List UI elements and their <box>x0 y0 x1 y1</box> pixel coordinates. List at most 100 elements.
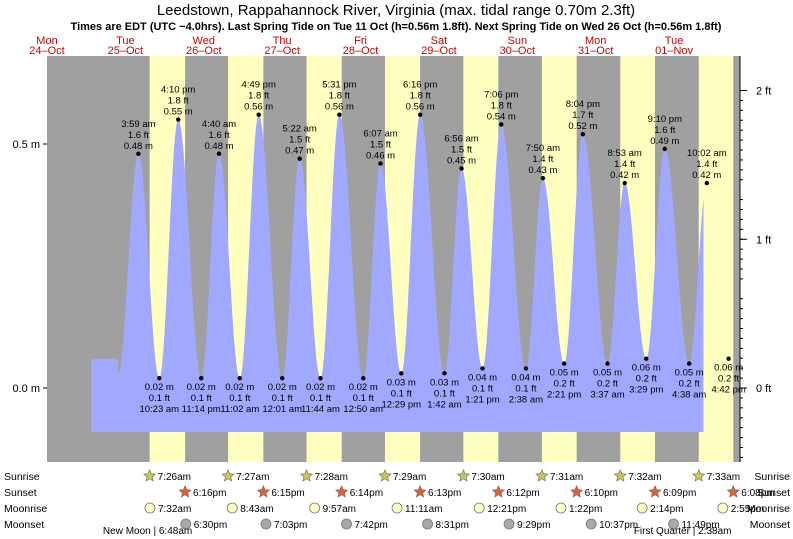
high-tide-point <box>378 161 383 166</box>
tide-area <box>91 114 704 432</box>
tide-height-ft: 1.5 ft <box>451 144 472 155</box>
moonset-icon <box>668 518 679 530</box>
tide-time: 5:22 am <box>283 124 317 135</box>
tide-height-m: 0.48 m <box>124 141 153 152</box>
tide-height-m: 0.05 m <box>593 368 622 379</box>
right-tick-label: 2 ft <box>756 86 771 98</box>
low-tide-point <box>726 356 731 361</box>
tide-height-m: 0.06 m <box>632 363 661 374</box>
moonrise-icon <box>309 502 321 514</box>
sunrise-time: 7:32am <box>628 472 661 483</box>
right-tick-label: 1 ft <box>756 234 771 246</box>
tide-height-ft: 0.2 ft <box>718 374 739 385</box>
low-tide-point <box>318 376 323 381</box>
sunrise-time: 7:29am <box>393 472 426 483</box>
high-tide-point <box>459 166 464 171</box>
day-name: Tue <box>665 35 684 47</box>
tide-height-ft: 1.6 ft <box>208 130 229 141</box>
tide-time: 8:04 pm <box>566 99 600 110</box>
tide-height-m: 0.02 m <box>145 382 174 393</box>
moonrise-icon <box>391 502 403 514</box>
tide-height-ft: 0.2 ft <box>554 379 575 390</box>
tide-time: 6:07 am <box>363 129 397 140</box>
moonrise-time: 9:57am <box>323 504 356 515</box>
tide-height-m: 0.49 m <box>650 136 679 147</box>
day-date: 30–Oct <box>500 45 535 57</box>
sunrise-time: 7:28am <box>315 472 348 483</box>
tide-height-ft: 1.8 ft <box>329 91 350 102</box>
moonset-icon <box>503 518 515 530</box>
chart-title: Leedstown, Rappahannock River, Virginia … <box>157 2 635 19</box>
high-tide-point <box>175 117 181 122</box>
low-tide-point <box>561 361 567 366</box>
moonrise-icon <box>226 502 238 514</box>
moonrise-time: 2:55pm <box>731 504 764 515</box>
moonset-time: 6:30pm <box>194 520 227 531</box>
tide-height-ft: 0.1 ft <box>391 388 412 399</box>
day-name: Sat <box>431 35 448 47</box>
tide-height-ft: 0.1 ft <box>434 388 455 399</box>
sunset-time: 6:13pm <box>428 488 461 499</box>
tide-height-m: 0.06 m <box>714 363 743 374</box>
row-label-right: Sunrise <box>754 471 790 483</box>
row-label-left: Sunrise <box>4 471 40 483</box>
tide-height-m: 0.56 m <box>244 102 273 113</box>
tide-height-m: 0.47 m <box>285 146 314 157</box>
moonrise-icon <box>717 502 729 514</box>
tide-height-m: 0.03 m <box>430 377 459 388</box>
low-tide-point <box>361 376 366 381</box>
tide-time: 12:50 am <box>343 404 383 415</box>
row-label-right: Moonrise <box>747 503 790 515</box>
tide-time: 4:42 pm <box>711 385 745 396</box>
tide-height-ft: 0.1 ft <box>353 393 374 404</box>
tide-height-m: 0.48 m <box>204 141 233 152</box>
moonrise-time: 12:21pm <box>487 504 526 515</box>
high-tide-point <box>418 112 423 117</box>
moonset-time: 7:42pm <box>354 520 387 531</box>
tide-height-m: 0.02 m <box>349 382 378 393</box>
tide-height-ft: 0.2 ft <box>636 374 657 385</box>
tide-height-m: 0.43 m <box>528 165 557 176</box>
moon-phase: First Quarter | 2:38am <box>634 526 732 537</box>
tide-time: 8:53 am <box>608 148 642 159</box>
sunset-time: 6:15pm <box>271 488 304 499</box>
tide-time: 3:37 am <box>590 390 624 401</box>
tide-height-ft: 0.1 ft <box>272 393 293 404</box>
sunset-time: 6:16pm <box>193 488 226 499</box>
tide-time: 12:01 am <box>262 404 302 415</box>
day-name: Tue <box>116 35 135 47</box>
tide-time: 2:38 am <box>509 394 543 405</box>
tide-height-m: 0.55 m <box>164 107 193 118</box>
tide-time: 7:50 am <box>526 143 560 154</box>
sunset-icon <box>256 485 271 498</box>
tide-time: 1:42 am <box>427 399 461 410</box>
tide-height-ft: 0.1 ft <box>191 393 212 404</box>
tide-height-ft: 0.1 ft <box>472 383 493 394</box>
day-date: 25–Oct <box>108 45 143 57</box>
tide-height-m: 0.05 m <box>550 368 579 379</box>
day-name: Mon <box>36 35 57 47</box>
tide-time: 10:23 am <box>139 404 179 415</box>
tide-height-m: 0.02 m <box>225 382 254 393</box>
tide-height-ft: 1.8 ft <box>248 91 269 102</box>
tide-height-m: 0.56 m <box>406 102 435 113</box>
tide-height-ft: 1.5 ft <box>370 140 391 151</box>
moonrise-icon <box>473 502 485 514</box>
tide-height-m: 0.04 m <box>511 372 540 383</box>
tide-height-ft: 0.1 ft <box>310 393 331 404</box>
sunset-icon <box>491 485 506 498</box>
row-label-left: Moonset <box>4 519 44 531</box>
tide-height-ft: 0.2 ft <box>597 379 618 390</box>
sunset-time: 6:14pm <box>350 488 383 499</box>
day-name: Mon <box>585 35 606 47</box>
low-tide-point <box>480 366 485 371</box>
low-tide-point <box>686 361 692 366</box>
sunset-time: 6:10pm <box>585 488 618 499</box>
sunrise-icon <box>378 469 392 482</box>
moonset-icon <box>341 518 352 530</box>
tide-height-ft: 1.4 ft <box>696 159 717 170</box>
tide-time: 9:10 pm <box>648 114 682 125</box>
sunrise-icon <box>692 469 706 482</box>
day-name: Fri <box>354 35 367 47</box>
